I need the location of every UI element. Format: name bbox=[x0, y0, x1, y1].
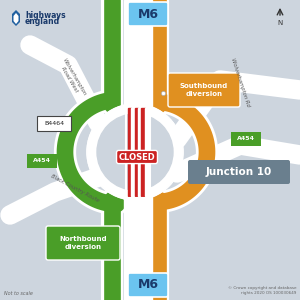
Text: M6: M6 bbox=[137, 278, 158, 292]
Text: © Crown copyright and database
rights 2020 OS 100030649: © Crown copyright and database rights 20… bbox=[227, 286, 296, 295]
Bar bbox=[131, 108, 135, 196]
Text: highways: highways bbox=[25, 11, 66, 20]
Bar bbox=[131, 108, 135, 196]
Circle shape bbox=[97, 114, 173, 190]
Text: Northbound
diversion: Northbound diversion bbox=[59, 236, 107, 250]
Bar bbox=[124, 0, 152, 300]
Bar bbox=[126, 106, 150, 198]
Text: Black Country Route: Black Country Route bbox=[50, 173, 100, 203]
Bar bbox=[126, 106, 150, 198]
FancyBboxPatch shape bbox=[128, 2, 168, 26]
Bar bbox=[138, 108, 141, 196]
Bar bbox=[141, 108, 145, 196]
Bar bbox=[145, 108, 148, 196]
Circle shape bbox=[87, 104, 183, 200]
Bar bbox=[128, 108, 131, 196]
Circle shape bbox=[97, 114, 173, 190]
Bar bbox=[135, 108, 138, 196]
FancyBboxPatch shape bbox=[188, 160, 290, 184]
Text: B4464: B4464 bbox=[44, 121, 64, 126]
Bar bbox=[128, 0, 148, 108]
FancyBboxPatch shape bbox=[46, 226, 120, 260]
FancyBboxPatch shape bbox=[231, 132, 261, 146]
Polygon shape bbox=[12, 10, 20, 26]
Bar bbox=[145, 108, 148, 196]
Text: Southbound
diversion: Southbound diversion bbox=[180, 83, 228, 97]
Text: england: england bbox=[25, 17, 60, 26]
Bar bbox=[141, 108, 145, 196]
Polygon shape bbox=[14, 13, 19, 24]
FancyBboxPatch shape bbox=[27, 154, 57, 168]
Text: Junction 10: Junction 10 bbox=[206, 167, 272, 177]
Bar bbox=[135, 108, 138, 196]
Text: Wolverhampton
Road West: Wolverhampton Road West bbox=[57, 57, 87, 99]
Text: A454: A454 bbox=[237, 136, 255, 142]
FancyBboxPatch shape bbox=[37, 116, 71, 131]
Text: N: N bbox=[278, 20, 283, 26]
Text: CLOSED: CLOSED bbox=[118, 152, 155, 161]
Bar bbox=[128, 196, 148, 300]
FancyBboxPatch shape bbox=[168, 73, 240, 107]
Bar bbox=[138, 108, 141, 196]
Text: M6: M6 bbox=[137, 8, 158, 20]
Text: Wolverhampton Rd: Wolverhampton Rd bbox=[230, 57, 250, 107]
FancyBboxPatch shape bbox=[128, 273, 168, 297]
Text: Not to scale: Not to scale bbox=[4, 291, 33, 296]
Text: A454: A454 bbox=[33, 158, 51, 164]
Circle shape bbox=[87, 104, 183, 200]
Bar bbox=[128, 108, 131, 196]
